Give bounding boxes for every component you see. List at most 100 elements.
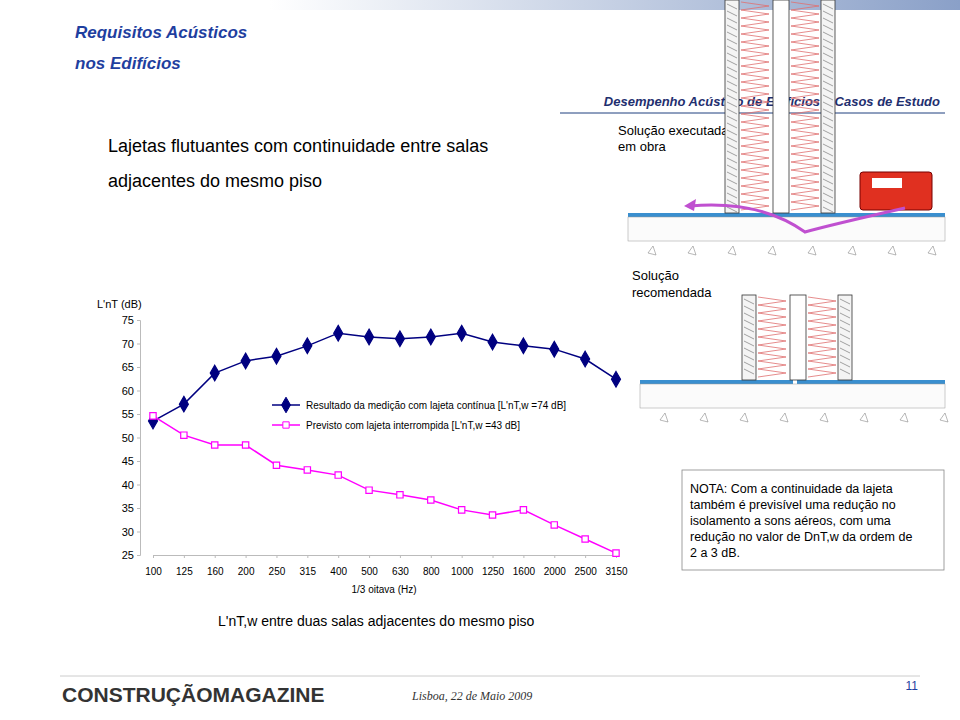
- series-marker: [551, 522, 557, 528]
- header-band: [270, 0, 960, 10]
- x-tick-label: 500: [361, 566, 378, 577]
- series-marker: [181, 432, 187, 438]
- x-tick-label: 630: [392, 566, 409, 577]
- arrow-head: [684, 199, 696, 211]
- series-marker: [242, 442, 248, 448]
- series-marker: [489, 512, 495, 518]
- y-axis-title: L'nT (dB): [97, 298, 142, 310]
- x-tick: 315: [299, 555, 316, 577]
- x-tick: 2000: [544, 555, 567, 577]
- y-tick: 30: [122, 526, 140, 538]
- x-tick: 125: [176, 555, 193, 577]
- series-marker: [428, 497, 434, 503]
- series-marker: [241, 353, 250, 369]
- y-tick-label: 45: [122, 455, 134, 467]
- y-tick: 45: [122, 455, 140, 467]
- x-tick-label: 315: [299, 566, 316, 577]
- series-marker: [613, 550, 619, 556]
- series-marker: [273, 462, 279, 468]
- y-tick: 70: [122, 338, 140, 350]
- series-marker: [459, 507, 465, 513]
- note-text: 2 a 3 dB.: [690, 546, 740, 560]
- x-tick: 2500: [575, 555, 598, 577]
- series-marker: [304, 467, 310, 473]
- x-tick-mark: [554, 555, 555, 558]
- x-tick: 3150: [605, 555, 628, 577]
- y-tick-label: 25: [122, 549, 134, 561]
- y-tick-label: 30: [122, 526, 134, 538]
- series-marker: [303, 338, 312, 354]
- series-line: [153, 416, 616, 553]
- series-marker: [520, 507, 526, 513]
- floor-slab: [640, 379, 948, 422]
- x-tick: 400: [330, 555, 347, 577]
- y-tick-label: 70: [122, 338, 134, 350]
- y-tick-mark: [137, 438, 140, 439]
- y-tick-mark: [137, 461, 140, 462]
- series-marker: [212, 442, 218, 448]
- tapping-machine: [860, 172, 932, 210]
- x-tick-mark: [585, 555, 586, 558]
- slide-title: adjacentes do mesmo piso: [108, 171, 322, 191]
- x-tick-label: 200: [238, 566, 255, 577]
- series-marker: [581, 351, 590, 367]
- x-tick: 160: [207, 555, 224, 577]
- series-marker: [582, 536, 588, 542]
- header-title: nos Edifícios: [75, 54, 181, 73]
- y-tick: 55: [122, 408, 140, 420]
- flanking-path: [690, 205, 905, 232]
- x-tick-mark: [307, 555, 308, 558]
- x-tick-label: 250: [269, 566, 286, 577]
- x-tick-mark: [493, 555, 494, 558]
- legend-label: Resultado da medição com lajeta contínua…: [306, 400, 566, 411]
- y-tick-label: 75: [122, 314, 134, 326]
- diagram-label: Solução executada: [618, 123, 729, 138]
- x-tick: 630: [392, 555, 409, 577]
- series-line: [153, 333, 616, 421]
- diagram-label: em obra: [618, 139, 666, 154]
- x-tick-mark: [338, 555, 339, 558]
- slide-title: Lajetas flutuantes com continuidade entr…: [108, 136, 488, 156]
- series-marker: [397, 492, 403, 498]
- note-text: NOTA: Com a continuidade da lajeta: [690, 482, 893, 496]
- y-tick-label: 55: [122, 408, 134, 420]
- diagram-label: Solução: [632, 268, 679, 283]
- y-tick-label: 65: [122, 361, 134, 373]
- x-tick-mark: [462, 555, 463, 558]
- header-title: Requisitos Acústicos: [75, 23, 247, 42]
- series-marker: [272, 348, 281, 364]
- x-tick-mark: [153, 555, 154, 558]
- x-tick-mark: [523, 555, 524, 558]
- legend-marker: [282, 397, 291, 413]
- x-tick-mark: [184, 555, 185, 558]
- wall: [742, 295, 852, 380]
- series-marker: [365, 329, 374, 345]
- y-tick-mark: [137, 414, 140, 415]
- series-marker: [395, 331, 404, 347]
- x-tick: 800: [423, 555, 440, 577]
- y-tick-mark: [137, 320, 140, 321]
- x-axis-line: [154, 556, 617, 559]
- series-marker: [519, 338, 528, 354]
- y-tick: 65: [122, 361, 140, 373]
- y-axis: 2530354045505560657075: [122, 314, 141, 561]
- y-tick-mark: [137, 344, 140, 345]
- slide: Requisitos Acústicosnos EdifíciosDesempe…: [0, 0, 960, 720]
- series-marker: [179, 396, 188, 412]
- x-tick-label: 400: [330, 566, 347, 577]
- series-marker: [426, 329, 435, 345]
- y-tick-mark: [137, 532, 140, 533]
- x-tick-label: 100: [145, 566, 162, 577]
- x-tick-mark: [369, 555, 370, 558]
- plot-area: [149, 325, 621, 556]
- series-marker: [550, 341, 559, 357]
- y-tick: 50: [122, 432, 140, 444]
- x-tick-mark: [400, 555, 401, 558]
- x-tick: 1600: [513, 555, 536, 577]
- x-tick-label: 3150: [605, 566, 628, 577]
- x-tick-label: 125: [176, 566, 193, 577]
- series-marker: [457, 325, 466, 341]
- x-tick-label: 2000: [544, 566, 567, 577]
- series-marker: [150, 413, 156, 419]
- x-axis-title: 1/3 oitava (Hz): [351, 584, 416, 595]
